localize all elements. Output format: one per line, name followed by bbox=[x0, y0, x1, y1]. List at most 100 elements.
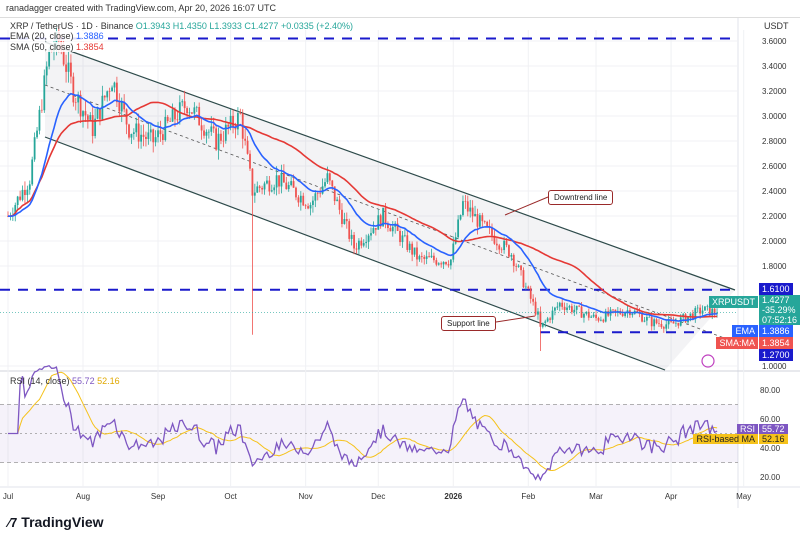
candle-body bbox=[510, 254, 513, 257]
candle-body bbox=[38, 109, 41, 131]
candle-body bbox=[67, 62, 70, 72]
candle-body bbox=[116, 82, 118, 103]
candle-body bbox=[493, 235, 496, 244]
candle-body bbox=[420, 256, 423, 257]
candle-body bbox=[573, 309, 576, 313]
support-annotation[interactable]: Support line bbox=[441, 316, 496, 331]
candle-body bbox=[89, 115, 92, 120]
candle-body bbox=[590, 316, 593, 318]
candle-body bbox=[621, 313, 624, 316]
candle-body bbox=[333, 186, 336, 202]
price-tick: 2.2000 bbox=[762, 212, 787, 221]
candle-body bbox=[212, 126, 215, 129]
candle-body bbox=[612, 309, 614, 311]
rsi-ma-value: 52.16 bbox=[97, 376, 120, 386]
time-tick: May bbox=[736, 492, 751, 501]
candle-body bbox=[193, 107, 196, 114]
rsi-ma-line bbox=[8, 371, 718, 472]
candle-body bbox=[249, 153, 251, 169]
candle-body bbox=[292, 181, 295, 188]
candle-body bbox=[297, 197, 300, 203]
candle-body bbox=[389, 227, 392, 232]
candle-body bbox=[353, 234, 355, 249]
candle-body bbox=[280, 172, 283, 187]
ohlc-close: C1.4277 bbox=[244, 21, 279, 31]
candle-body bbox=[161, 134, 164, 140]
candle-body bbox=[435, 260, 438, 265]
downtrend-arrow bbox=[504, 196, 549, 216]
candle-body bbox=[374, 228, 377, 230]
candle-body bbox=[166, 116, 169, 122]
candle-body bbox=[677, 322, 680, 326]
rsi-badge: 55.72 bbox=[759, 424, 788, 434]
candle-body bbox=[382, 207, 384, 227]
sma-value: 1.3854 bbox=[76, 42, 104, 52]
candle-body bbox=[217, 133, 220, 150]
candle-body bbox=[561, 302, 564, 307]
credit: ranadagger created with TradingView.com,… bbox=[6, 3, 276, 13]
currency-label: USDT bbox=[764, 21, 789, 31]
candle-body bbox=[474, 214, 476, 217]
time-tick: Mar bbox=[589, 492, 603, 501]
candle-body bbox=[183, 101, 186, 109]
candle-body bbox=[430, 255, 433, 258]
sma-tag: SMA:MA bbox=[716, 337, 758, 349]
candle-body bbox=[200, 125, 203, 131]
candle-body bbox=[159, 130, 162, 135]
time-tick: Apr bbox=[665, 492, 678, 501]
candle-body bbox=[699, 307, 702, 314]
candle-body bbox=[19, 196, 21, 200]
rsi-tick: 20.00 bbox=[760, 473, 781, 482]
candle-body bbox=[423, 256, 426, 259]
rsi-legend[interactable]: RSI (14, close) 55.72 52.16 bbox=[10, 376, 120, 386]
candle-body bbox=[77, 94, 80, 103]
candle-body bbox=[140, 134, 142, 142]
candle-body bbox=[377, 215, 380, 230]
price-tick: 2.4000 bbox=[762, 187, 787, 196]
downtrend-annotation[interactable]: Downtrend line bbox=[548, 190, 614, 205]
candle-body bbox=[399, 230, 401, 243]
candle-body bbox=[428, 256, 430, 258]
candle-body bbox=[266, 180, 268, 184]
support-badge: 1.2700 bbox=[759, 349, 793, 361]
candle-body bbox=[178, 102, 181, 121]
candle-body bbox=[118, 102, 121, 112]
candle-body bbox=[437, 263, 440, 265]
candle-body bbox=[70, 62, 72, 77]
ohlc-low: L1.3933 bbox=[209, 21, 242, 31]
ohlc-open: O1.3943 bbox=[135, 21, 171, 31]
ema-value: 1.3886 bbox=[76, 31, 104, 41]
candle-body bbox=[520, 265, 522, 271]
candle-body bbox=[413, 247, 416, 255]
candle-body bbox=[108, 91, 111, 92]
ticker-badge: XRPUSDT bbox=[708, 296, 758, 308]
candle-body bbox=[152, 129, 155, 143]
candle-body bbox=[74, 102, 77, 104]
candle-body bbox=[408, 243, 411, 250]
candle-body bbox=[331, 180, 334, 187]
candle-body bbox=[341, 209, 343, 224]
time-tick: Aug bbox=[76, 492, 90, 501]
candle-body bbox=[471, 207, 474, 217]
candle-body bbox=[285, 182, 288, 190]
candle-body bbox=[379, 215, 382, 227]
candle-body bbox=[24, 189, 26, 196]
candle-body bbox=[314, 193, 317, 201]
candle-body bbox=[86, 115, 89, 120]
candle-body bbox=[321, 186, 324, 194]
candle-body bbox=[142, 134, 145, 137]
candle-body bbox=[537, 311, 539, 315]
candle-body bbox=[203, 130, 205, 136]
candle-body bbox=[312, 200, 314, 206]
sma-legend[interactable]: SMA (50, close) 1.3854 bbox=[10, 42, 104, 52]
candle-body bbox=[261, 187, 263, 190]
ema-legend[interactable]: EMA (20, close) 1.3886 bbox=[10, 31, 104, 41]
candle-body bbox=[481, 215, 484, 222]
candle-body bbox=[195, 106, 198, 108]
candle-body bbox=[539, 311, 542, 327]
candle-body bbox=[549, 318, 551, 320]
sma-badge: 1.3854 bbox=[759, 337, 793, 349]
time-tick: Feb bbox=[521, 492, 535, 501]
candle-body bbox=[290, 181, 293, 186]
